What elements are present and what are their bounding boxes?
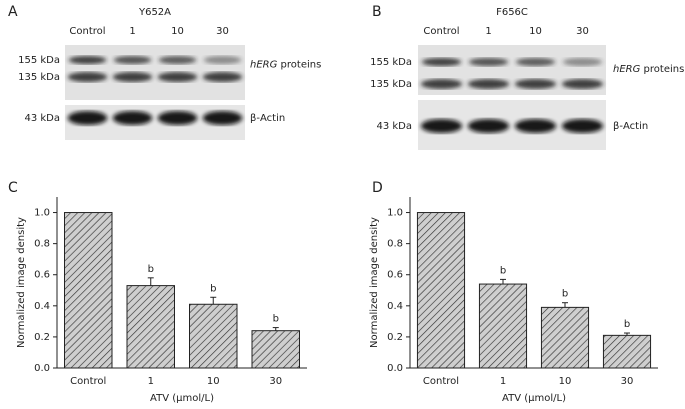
marker-label: 155 kDa: [370, 57, 412, 68]
protein-word: proteins: [644, 64, 685, 75]
marker-label: 155 kDa: [18, 55, 60, 66]
x-tick-label: Control: [423, 376, 459, 387]
lane-label: 1: [485, 26, 491, 37]
band: [562, 58, 603, 66]
y-tick-label: 1.0: [387, 208, 403, 219]
y-tick-label: 1.0: [34, 208, 50, 219]
band: [202, 111, 243, 125]
actin-label: β-Actin: [250, 113, 285, 124]
panel-label: D: [372, 180, 383, 196]
band: [420, 119, 463, 133]
bar: [189, 303, 238, 369]
bar: [416, 212, 466, 369]
y-tick-label: 0.8: [387, 239, 403, 250]
band: [561, 79, 604, 89]
band: [561, 119, 604, 133]
y-tick-label: 0.4: [387, 301, 403, 312]
y-axis-label: Normalized image density: [369, 217, 380, 348]
band: [467, 119, 510, 133]
band: [203, 56, 242, 64]
band: [514, 119, 557, 133]
panel-label: B: [372, 4, 382, 20]
marker-label: 43 kDa: [376, 121, 412, 132]
panel-label: C: [8, 180, 18, 196]
lane-label: 10: [171, 26, 184, 37]
bar: [478, 283, 528, 369]
x-tick-label: 10: [207, 376, 220, 387]
protein-label: hERG proteins: [613, 64, 684, 75]
band: [515, 58, 556, 66]
x-axis-label: ATV (μmol/L): [502, 393, 566, 404]
band: [468, 58, 509, 66]
band: [158, 56, 197, 64]
significance-label: b: [273, 314, 279, 325]
y-tick-label: 0.6: [34, 270, 50, 281]
blot-title: Y652A: [138, 7, 171, 18]
marker-label: 135 kDa: [370, 79, 412, 90]
x-tick-label: 30: [269, 376, 282, 387]
bar: [540, 306, 590, 369]
protein-word: proteins: [281, 60, 322, 71]
x-tick-label: 10: [559, 376, 572, 387]
gene-name: hERG: [613, 64, 641, 75]
lane-label: 10: [529, 26, 542, 37]
x-tick-label: Control: [70, 376, 106, 387]
band: [202, 72, 243, 82]
panel-label: A: [8, 4, 18, 20]
lane-label: 30: [576, 26, 589, 37]
band: [112, 72, 153, 82]
band: [421, 58, 462, 66]
band: [157, 111, 198, 125]
actin-label: β-Actin: [613, 121, 648, 132]
band: [68, 56, 107, 64]
band: [67, 72, 108, 82]
marker-label: 135 kDa: [18, 72, 60, 83]
y-tick-label: 0.0: [387, 363, 403, 374]
lane-label: 30: [216, 26, 229, 37]
lane-label: Control: [423, 26, 459, 37]
y-tick-label: 0.8: [34, 239, 50, 250]
marker-label: 43 kDa: [24, 113, 60, 124]
significance-label: b: [624, 319, 630, 330]
y-tick-label: 0.2: [34, 332, 50, 343]
lane-label: 1: [129, 26, 135, 37]
lane-label: Control: [69, 26, 105, 37]
significance-label: b: [500, 265, 506, 276]
band: [67, 111, 108, 125]
x-axis-label: ATV (μmol/L): [150, 393, 214, 404]
significance-label: b: [148, 264, 154, 275]
gene-name: hERG: [250, 60, 278, 71]
band: [467, 79, 510, 89]
band: [420, 79, 463, 89]
y-tick-label: 0.2: [387, 332, 403, 343]
blot-title: F656C: [496, 7, 528, 18]
bar: [251, 330, 300, 369]
x-tick-label: 1: [148, 376, 154, 387]
bar: [602, 334, 652, 369]
band: [113, 56, 152, 64]
significance-label: b: [210, 283, 216, 294]
y-axis-label: Normalized image density: [16, 217, 27, 348]
significance-label: b: [562, 289, 568, 300]
protein-label: hERG proteins: [250, 60, 321, 71]
bar: [64, 212, 113, 369]
y-tick-label: 0.4: [34, 301, 50, 312]
band: [112, 111, 153, 125]
bar: [126, 285, 175, 369]
band: [157, 72, 198, 82]
x-tick-label: 30: [621, 376, 634, 387]
band: [514, 79, 557, 89]
y-tick-label: 0.0: [34, 363, 50, 374]
x-tick-label: 1: [500, 376, 506, 387]
y-tick-label: 0.6: [387, 270, 403, 281]
